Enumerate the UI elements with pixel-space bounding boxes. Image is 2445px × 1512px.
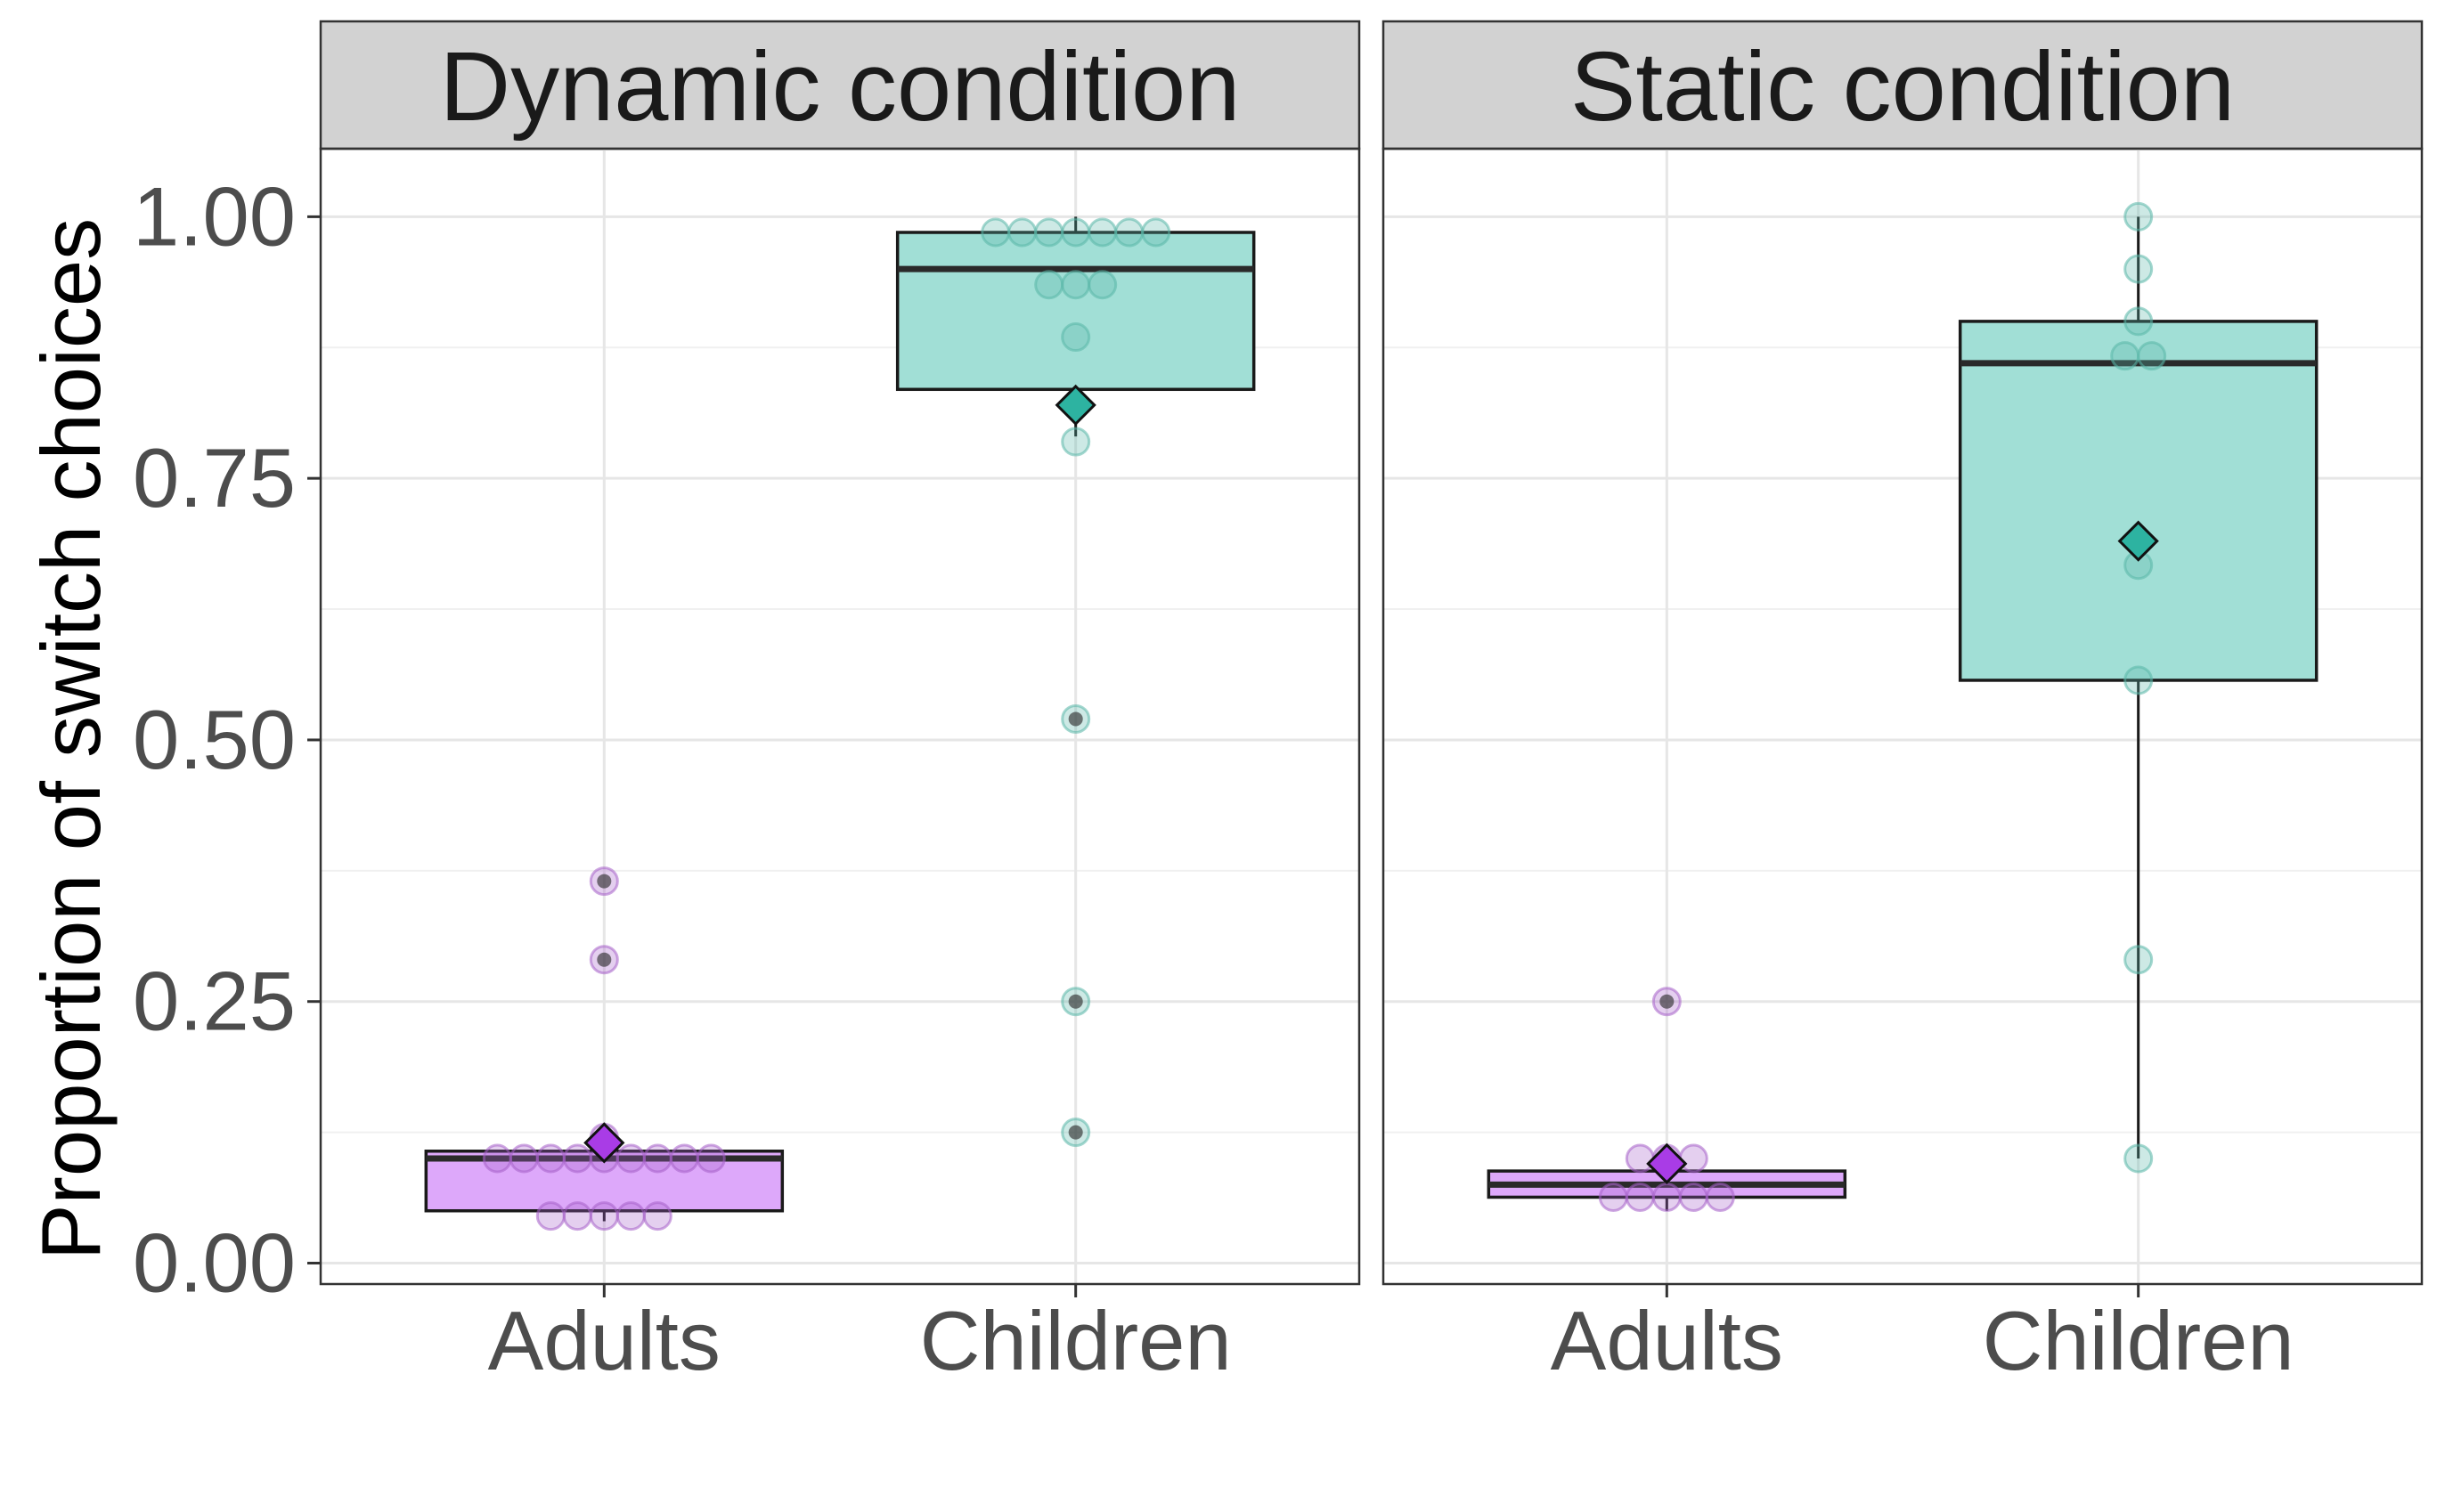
adults-data-point: [1626, 1145, 1653, 1172]
adults-outlier-point: [1659, 995, 1674, 1009]
y-tick-label: 1.00: [133, 169, 296, 263]
children-data-point: [2125, 203, 2152, 230]
adults-data-point: [1680, 1183, 1707, 1210]
children-data-point: [2125, 256, 2152, 282]
x-tick-label: Children: [920, 1294, 1232, 1387]
children-data-point: [1009, 219, 1036, 246]
children-data-point: [1063, 324, 1089, 351]
children-data-point: [2139, 343, 2165, 370]
adults-data-point: [510, 1145, 537, 1172]
adults-data-point: [617, 1145, 644, 1172]
adults-data-point: [564, 1145, 591, 1172]
panel-dynamic-title: Dynamic condition: [440, 32, 1241, 142]
children-box: [1960, 321, 2317, 680]
y-axis-title: Proportion of switch choices: [24, 218, 118, 1260]
adults-data-point: [671, 1145, 697, 1172]
adults-data-point: [1600, 1183, 1626, 1210]
adults-data-point: [644, 1203, 671, 1230]
y-tick-label: 0.00: [133, 1215, 296, 1309]
adults-data-point: [537, 1145, 564, 1172]
y-tick-label: 0.50: [133, 693, 296, 786]
adults-data-point: [617, 1203, 644, 1230]
adults-data-point: [1653, 1183, 1680, 1210]
children-data-point: [1143, 219, 1170, 246]
adults-data-point: [537, 1203, 564, 1230]
children-data-point: [1089, 272, 1116, 298]
adults-data-point: [484, 1145, 510, 1172]
adults-outlier-point: [597, 874, 611, 889]
adults-data-point: [564, 1203, 591, 1230]
children-data-point: [2112, 343, 2139, 370]
children-data-point: [1089, 219, 1116, 246]
children-data-point: [1063, 428, 1089, 455]
children-data-point: [2125, 667, 2152, 694]
children-outlier-point: [1069, 711, 1083, 726]
children-data-point: [1036, 272, 1063, 298]
children-data-point: [982, 219, 1009, 246]
children-outlier-point: [1069, 995, 1083, 1009]
x-tick-label: Adults: [488, 1294, 721, 1387]
adults-data-point: [591, 1203, 617, 1230]
children-data-point: [1036, 219, 1063, 246]
y-tick-label: 0.75: [133, 431, 296, 524]
adults-data-point: [1680, 1145, 1707, 1172]
children-data-point: [2125, 308, 2152, 335]
children-outlier-point: [1069, 1126, 1083, 1140]
panel-static-title: Static condition: [1570, 32, 2235, 142]
children-data-point: [2125, 947, 2152, 973]
children-data-point: [1063, 272, 1089, 298]
children-data-point: [1116, 219, 1143, 246]
adults-data-point: [697, 1145, 724, 1172]
adults-outlier-point: [597, 953, 611, 967]
x-tick-label: Adults: [1551, 1294, 1783, 1387]
children-box: [898, 232, 1254, 389]
adults-data-point: [1626, 1183, 1653, 1210]
children-data-point: [1063, 219, 1089, 246]
adults-data-point: [1707, 1183, 1733, 1210]
children-data-point: [2125, 1145, 2152, 1172]
x-tick-label: Children: [1983, 1294, 2294, 1387]
y-tick-label: 0.25: [133, 955, 296, 1048]
adults-data-point: [644, 1145, 671, 1172]
